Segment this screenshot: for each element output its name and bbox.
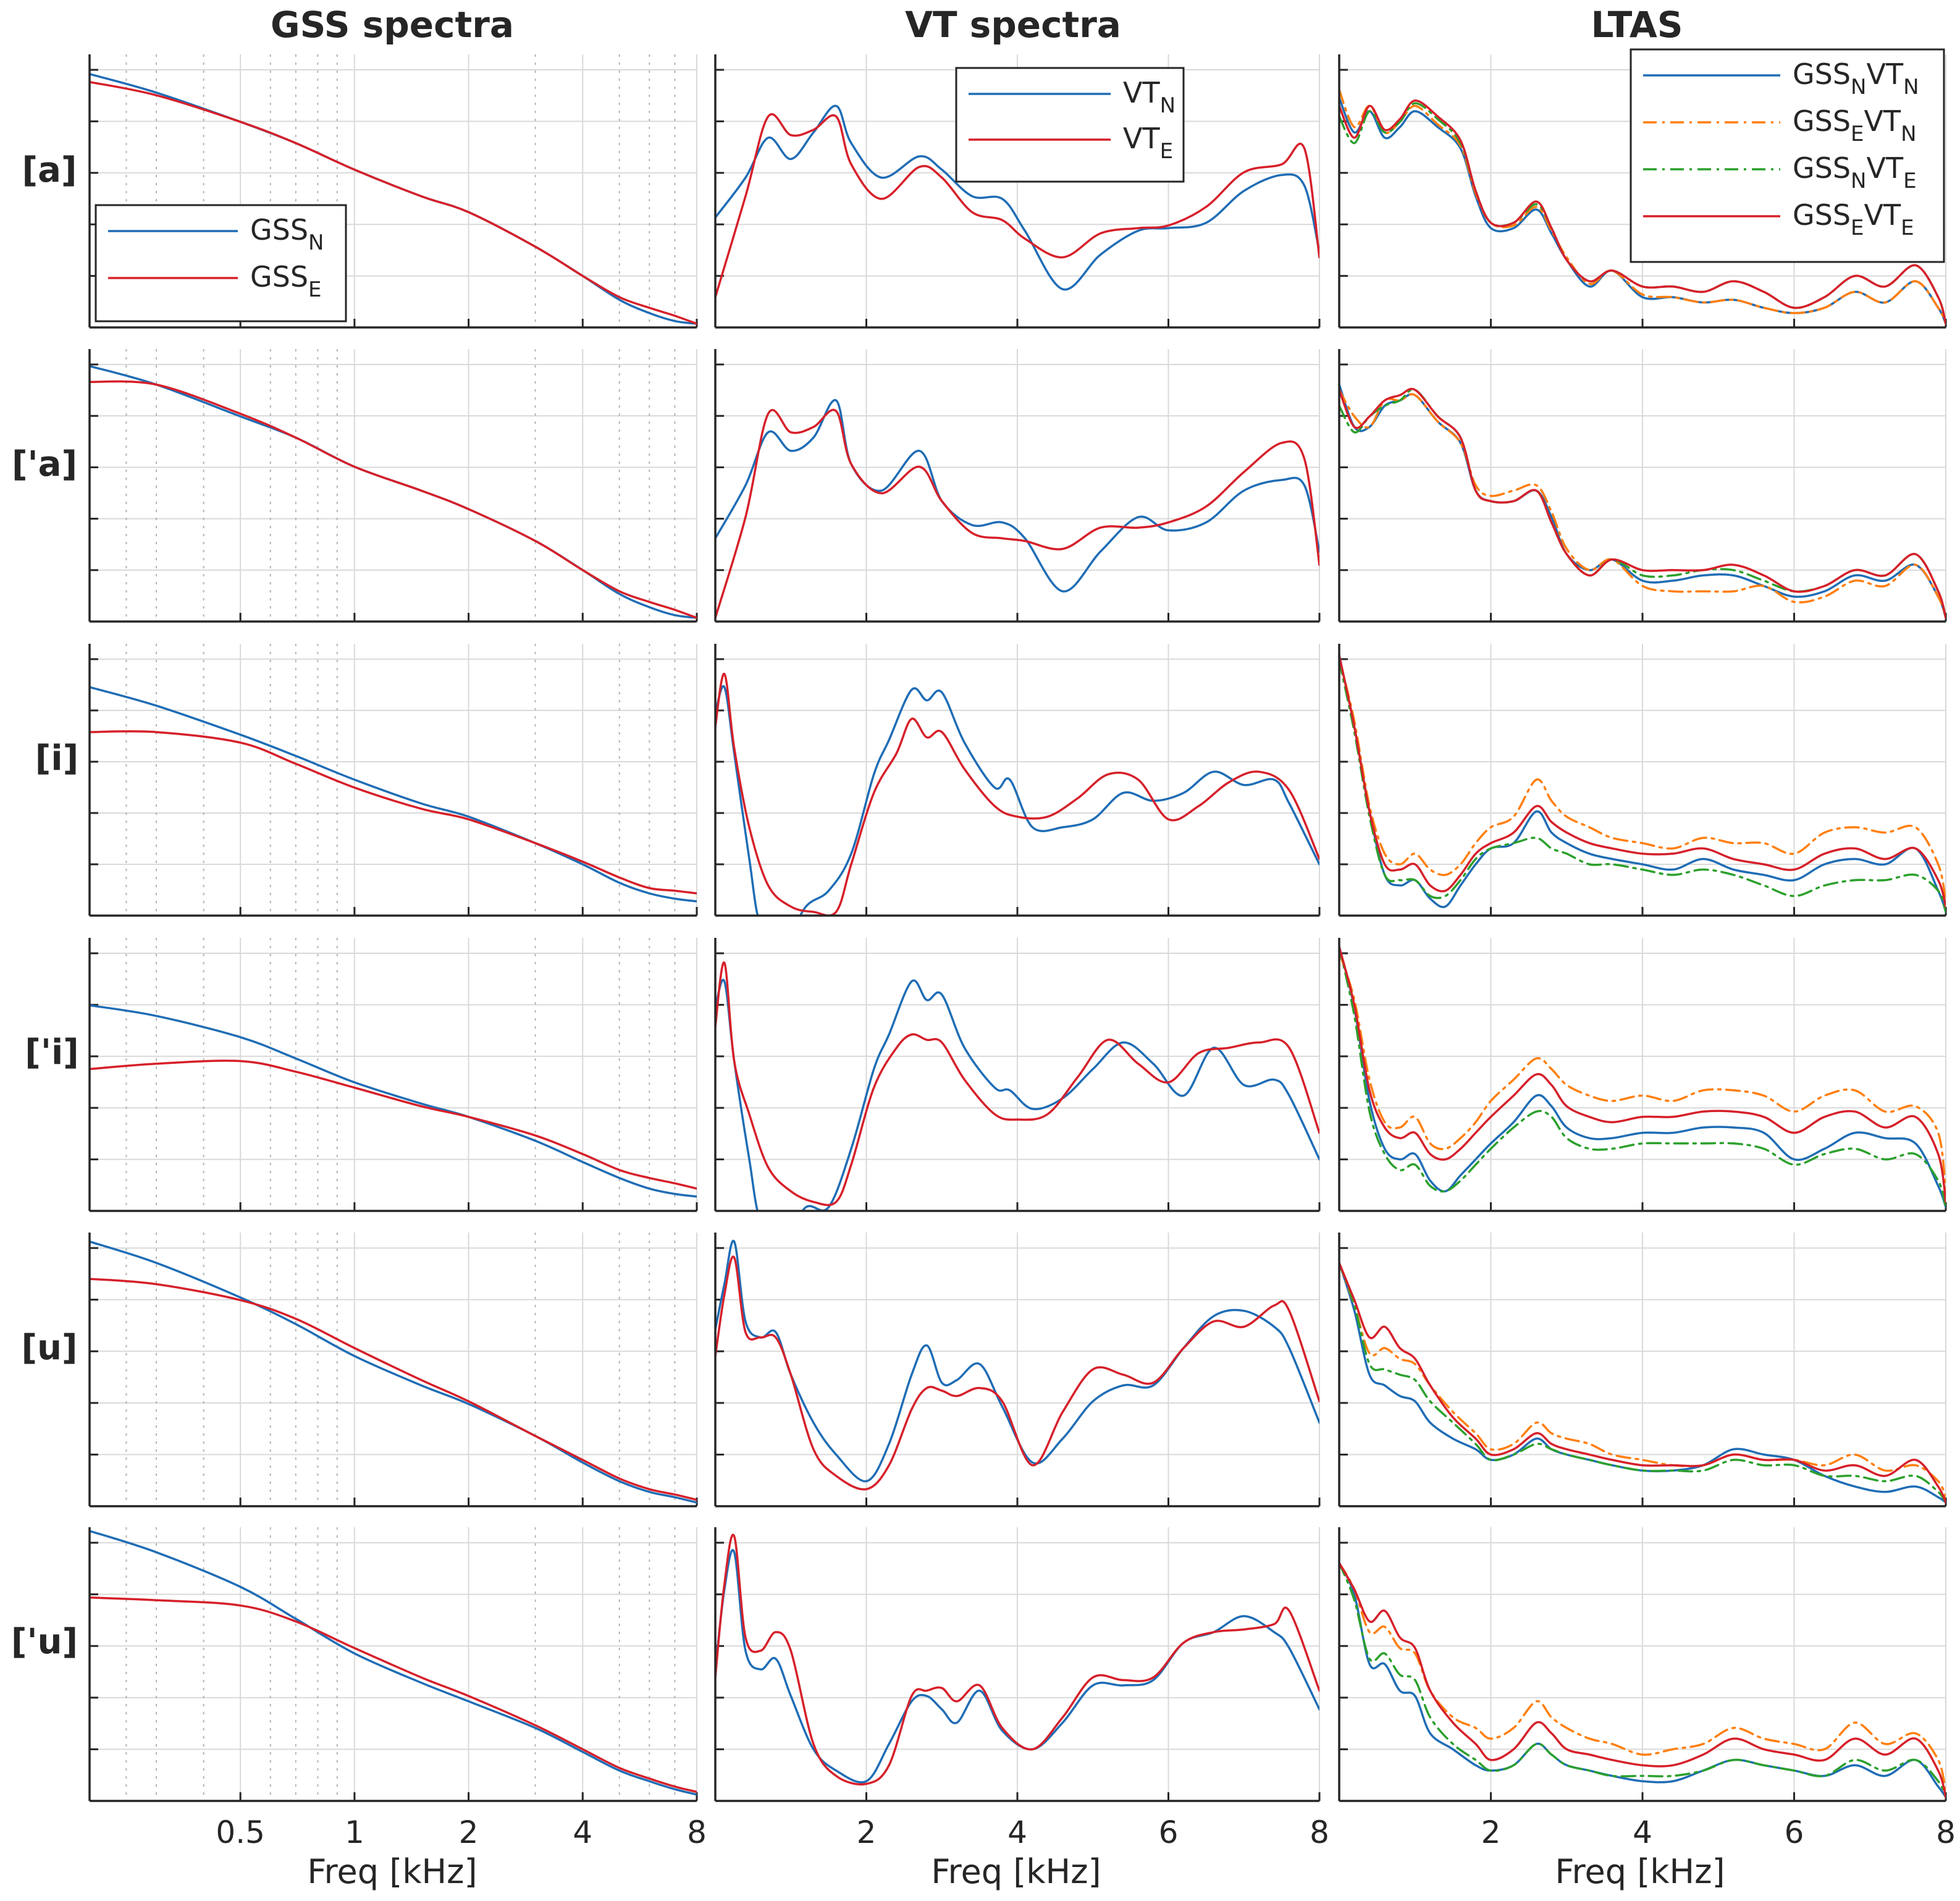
series-line bbox=[1339, 657, 1946, 903]
panel-2-2 bbox=[1338, 644, 1947, 917]
series-line bbox=[715, 408, 1319, 619]
legend-entry: GSSNVTN bbox=[1793, 57, 1919, 99]
series-line bbox=[715, 104, 1319, 291]
series-line bbox=[715, 1255, 1319, 1491]
series-line bbox=[715, 399, 1319, 592]
col-title-ltas: LTAS bbox=[1591, 4, 1683, 46]
x-tick-label: 8 bbox=[687, 1815, 707, 1850]
panel-2-4 bbox=[1338, 1233, 1947, 1507]
series-line bbox=[1339, 654, 1946, 913]
panel-1-4 bbox=[714, 1233, 1321, 1507]
series-line bbox=[90, 1240, 697, 1504]
series-line bbox=[1339, 387, 1946, 619]
x-tick-label: 2 bbox=[857, 1815, 877, 1850]
row-label-i-stressed: ['i] bbox=[25, 1032, 79, 1073]
panel-1-2 bbox=[714, 644, 1321, 917]
series-line bbox=[1339, 1561, 1946, 1794]
series-line bbox=[1339, 945, 1946, 1203]
panel-2-5: 2 4 6 8 bbox=[1338, 1527, 1956, 1850]
legend-entry: GSSEVTE bbox=[1793, 198, 1914, 240]
panel-1-0 bbox=[714, 54, 1321, 329]
xlabel-ltas: Freq [kHz] bbox=[1555, 1852, 1725, 1891]
series-line bbox=[1339, 389, 1946, 619]
series-line bbox=[1339, 659, 1946, 913]
row-label-u-stressed: ['u] bbox=[11, 1622, 78, 1662]
panel-0-4 bbox=[88, 1233, 698, 1507]
series-line bbox=[90, 1596, 697, 1794]
col-title-vt: VT spectra bbox=[905, 4, 1121, 46]
legend-box bbox=[1630, 48, 1945, 263]
series-line bbox=[1339, 99, 1946, 325]
x-tick-label: 6 bbox=[1159, 1815, 1179, 1850]
series-line bbox=[715, 979, 1319, 1211]
x-tick-label: 2 bbox=[459, 1815, 479, 1850]
x-tick-label: 4 bbox=[1007, 1815, 1027, 1850]
x-tick-label: 4 bbox=[573, 1815, 592, 1850]
x-tick-label: 6 bbox=[1785, 1815, 1804, 1850]
panel-0-1 bbox=[88, 349, 698, 623]
row-label-a: [a] bbox=[22, 150, 77, 190]
xlabel-gss: Freq [kHz] bbox=[307, 1852, 477, 1891]
legend-box bbox=[95, 204, 347, 322]
legend-entry: VTN bbox=[1123, 76, 1176, 118]
series-line bbox=[1339, 1262, 1946, 1504]
row-label-i: [i] bbox=[35, 738, 78, 778]
series-line bbox=[1339, 654, 1946, 908]
legends: GSSNGSSEVTNVTEGSSNVTNGSSEVTNGSSNVTEGSSEV… bbox=[95, 48, 1945, 322]
legend-2: GSSNVTN GSSEVTN GSSNVTE GSSEVTE bbox=[1630, 48, 1945, 263]
xlabel-vt: Freq [kHz] bbox=[931, 1852, 1101, 1891]
series-line bbox=[1339, 945, 1946, 1208]
x-tick-label: 1 bbox=[345, 1815, 364, 1850]
series-line bbox=[90, 1004, 697, 1198]
legend-entry: GSSEVTN bbox=[1793, 104, 1917, 146]
x-tick-label: 4 bbox=[1633, 1815, 1652, 1850]
x-tick-label: 0.5 bbox=[216, 1815, 265, 1850]
col-title-gss: GSS spectra bbox=[271, 4, 514, 46]
panel-2-1 bbox=[1338, 349, 1947, 623]
series-line bbox=[1339, 1561, 1946, 1798]
panel-grid: 0.5 1 2 4 8 2 4 6 8 2 4 6 8 bbox=[88, 54, 1956, 1850]
series-line bbox=[1339, 945, 1946, 1208]
series-line bbox=[90, 80, 697, 325]
series-line bbox=[1339, 1262, 1946, 1499]
legend-entry: VTE bbox=[1123, 122, 1173, 164]
series-line bbox=[1339, 1262, 1946, 1504]
panel-2-3 bbox=[1338, 938, 1947, 1212]
series-line bbox=[1339, 951, 1946, 1192]
series-line bbox=[715, 961, 1319, 1207]
x-tick-label: 8 bbox=[1310, 1815, 1329, 1850]
series-line bbox=[715, 685, 1319, 916]
series-line bbox=[1339, 96, 1946, 325]
legend-box bbox=[955, 67, 1185, 183]
series-line bbox=[90, 1278, 697, 1501]
legend-entry: GSSN bbox=[250, 213, 324, 255]
x-tick-label: 2 bbox=[1481, 1815, 1501, 1850]
series-line bbox=[715, 113, 1319, 298]
series-line bbox=[90, 1530, 697, 1796]
panel-1-1 bbox=[714, 349, 1321, 623]
legend-entry: GSSE bbox=[250, 260, 322, 302]
series-line bbox=[1339, 1561, 1946, 1798]
row-label-a-stressed: ['a] bbox=[12, 444, 77, 484]
legend-entry: GSSNVTE bbox=[1793, 151, 1917, 193]
series-line bbox=[90, 686, 697, 903]
series-line bbox=[715, 1533, 1319, 1785]
legend-0: GSSN GSSE bbox=[95, 204, 347, 322]
row-label-u: [u] bbox=[21, 1328, 77, 1368]
series-line bbox=[90, 730, 697, 895]
x-tick-label: 8 bbox=[1936, 1815, 1956, 1850]
series-line bbox=[90, 1060, 697, 1190]
series-line bbox=[715, 673, 1319, 916]
series-line bbox=[90, 380, 697, 619]
panel-0-5: 0.5 1 2 4 8 bbox=[88, 1527, 707, 1850]
panel-0-3 bbox=[88, 938, 698, 1212]
panel-0-2 bbox=[88, 644, 698, 917]
panel-1-3 bbox=[714, 938, 1321, 1212]
panel-1-5: 2 4 6 8 bbox=[714, 1527, 1329, 1850]
